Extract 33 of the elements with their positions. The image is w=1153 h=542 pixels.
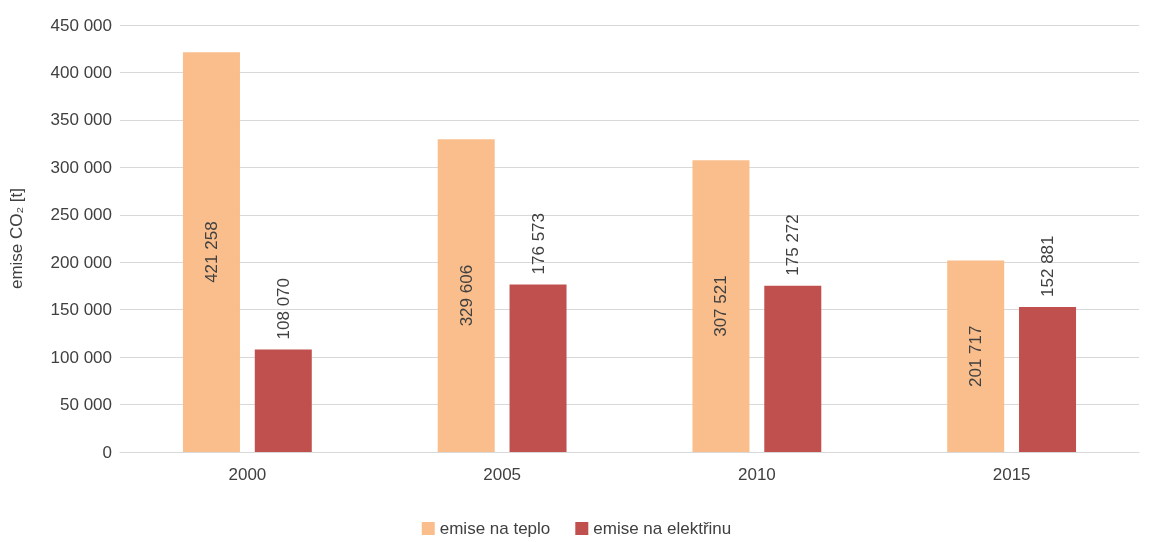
y-tick-label: 250 000 — [50, 205, 112, 225]
bar — [1019, 306, 1077, 452]
y-tick-label: 100 000 — [50, 347, 112, 367]
bar — [947, 260, 1005, 452]
bar — [254, 349, 312, 452]
y-tick-label: 200 000 — [50, 252, 112, 272]
data-label: 201 717 — [966, 325, 986, 388]
y-tick-label: 0 — [102, 442, 112, 462]
data-label: 307 521 — [711, 275, 731, 337]
bar — [692, 160, 750, 452]
y-tick-label: 150 000 — [50, 300, 112, 320]
x-tick-label: 2015 — [992, 465, 1031, 484]
y-tick-label: 450 000 — [50, 15, 112, 35]
y-tick-label: 300 000 — [50, 157, 112, 177]
bar — [764, 285, 822, 452]
y-tick-label: 350 000 — [50, 110, 112, 130]
x-tick-label: 2000 — [228, 465, 267, 484]
x-tick-label: 2010 — [737, 465, 776, 484]
x-tick-label: 2005 — [483, 465, 522, 484]
legend-label: emise na elektřinu — [593, 519, 732, 538]
y-tick-label: 400 000 — [50, 62, 112, 82]
bar — [437, 139, 495, 452]
data-label: 176 573 — [528, 213, 548, 275]
bar — [509, 284, 567, 452]
data-label: 329 606 — [456, 264, 476, 327]
data-label: 152 881 — [1038, 235, 1058, 297]
data-label: 175 272 — [783, 214, 803, 276]
bar — [182, 52, 240, 452]
legend-label: emise na teplo — [439, 519, 551, 538]
y-tick-label: 50 000 — [60, 395, 112, 415]
data-label: 421 258 — [201, 221, 221, 283]
data-label: 108 070 — [273, 278, 293, 340]
y-axis-title: emise CO₂ [t] — [7, 187, 26, 290]
